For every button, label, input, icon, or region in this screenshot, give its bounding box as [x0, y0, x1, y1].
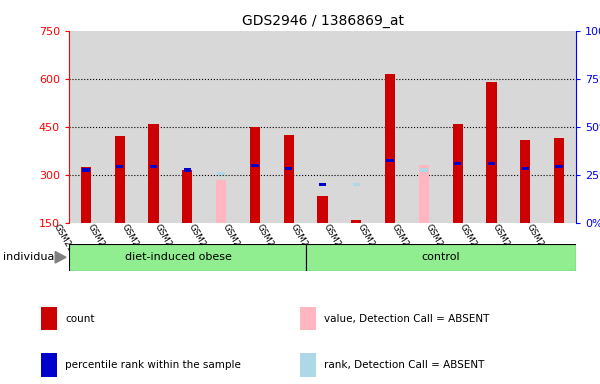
- Text: GSM215573: GSM215573: [86, 222, 120, 272]
- Text: GSM215582: GSM215582: [390, 222, 424, 272]
- Bar: [69, 244, 305, 271]
- Text: GSM215584: GSM215584: [457, 222, 491, 272]
- Bar: [385, 74, 395, 223]
- Bar: [116, 165, 124, 168]
- Bar: [115, 136, 125, 223]
- Text: GSM215576: GSM215576: [187, 222, 221, 272]
- Bar: [520, 139, 530, 223]
- Bar: [285, 167, 292, 170]
- Text: count: count: [65, 314, 95, 324]
- Text: individual: individual: [3, 252, 58, 262]
- Bar: [454, 162, 461, 165]
- Text: GSM215586: GSM215586: [525, 222, 559, 272]
- Text: rank, Detection Call = ABSENT: rank, Detection Call = ABSENT: [325, 360, 485, 370]
- Text: GSM215580: GSM215580: [322, 222, 356, 272]
- Text: GSM215572: GSM215572: [52, 222, 86, 272]
- Bar: [420, 168, 428, 172]
- Bar: [81, 167, 91, 223]
- Text: GSM215574: GSM215574: [119, 222, 154, 272]
- Bar: [217, 172, 225, 175]
- Bar: [300, 353, 316, 377]
- Text: GSM215583: GSM215583: [424, 222, 458, 272]
- Bar: [353, 183, 360, 186]
- Bar: [148, 124, 158, 223]
- Bar: [452, 124, 463, 223]
- Bar: [556, 165, 563, 168]
- Title: GDS2946 / 1386869_at: GDS2946 / 1386869_at: [241, 14, 404, 28]
- Bar: [319, 183, 326, 186]
- Bar: [182, 170, 193, 223]
- Bar: [250, 127, 260, 223]
- Text: control: control: [421, 252, 460, 262]
- Bar: [488, 162, 495, 165]
- Bar: [82, 168, 89, 172]
- Bar: [41, 307, 57, 331]
- Bar: [386, 159, 394, 162]
- Text: GSM215578: GSM215578: [254, 222, 289, 272]
- Bar: [521, 167, 529, 170]
- Bar: [184, 168, 191, 172]
- Bar: [317, 195, 328, 223]
- Bar: [41, 353, 57, 377]
- Bar: [305, 244, 576, 271]
- Text: GSM215575: GSM215575: [153, 222, 187, 272]
- Text: value, Detection Call = ABSENT: value, Detection Call = ABSENT: [325, 314, 490, 324]
- Bar: [554, 138, 564, 223]
- Bar: [150, 165, 157, 168]
- Text: GSM215585: GSM215585: [491, 222, 526, 272]
- Bar: [419, 165, 429, 223]
- Bar: [487, 82, 497, 223]
- Text: percentile rank within the sample: percentile rank within the sample: [65, 360, 241, 370]
- Bar: [216, 180, 226, 223]
- Text: GSM215577: GSM215577: [221, 222, 255, 272]
- Text: GSM215579: GSM215579: [289, 222, 323, 272]
- Bar: [251, 164, 259, 167]
- Text: diet-induced obese: diet-induced obese: [125, 252, 232, 262]
- Text: GSM215581: GSM215581: [356, 222, 390, 272]
- Bar: [351, 220, 361, 223]
- Bar: [300, 307, 316, 331]
- Bar: [284, 135, 294, 223]
